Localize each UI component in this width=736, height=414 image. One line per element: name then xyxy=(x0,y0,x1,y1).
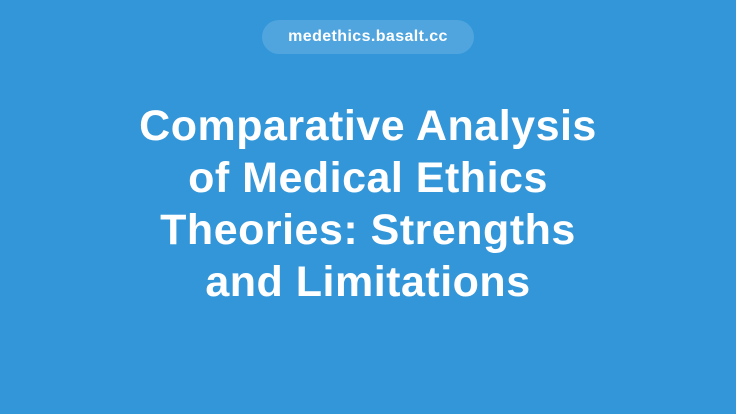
title-line-1: Comparative Analysis xyxy=(139,102,597,150)
title-line-4: and Limitations xyxy=(205,258,531,306)
site-badge: medethics.basalt.cc xyxy=(262,20,474,54)
title-line-2: of Medical Ethics xyxy=(188,154,548,202)
site-badge-label: medethics.basalt.cc xyxy=(288,28,448,45)
title-line-3: Theories: Strengths xyxy=(160,206,576,254)
page-title: Comparative Analysis of Medical Ethics T… xyxy=(139,100,597,308)
